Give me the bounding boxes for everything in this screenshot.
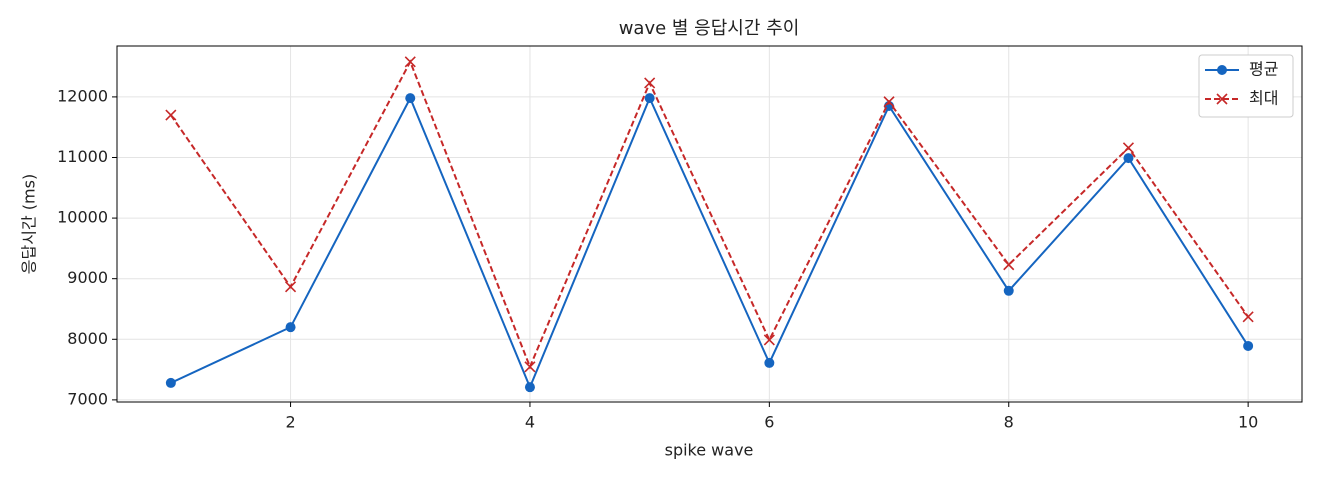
marker [1003, 259, 1015, 271]
legend-label: 평균 [1249, 60, 1278, 79]
y-tick-label: 10000 [57, 208, 108, 227]
y-tick-label: 12000 [57, 86, 108, 105]
marker [764, 357, 775, 368]
marker [1003, 285, 1014, 296]
x-tick-label: 10 [1238, 413, 1258, 432]
marker [1243, 340, 1254, 351]
y-tick-label: 7000 [67, 389, 108, 408]
marker [165, 377, 176, 388]
legend-marker [1216, 93, 1228, 105]
marker [405, 93, 416, 104]
chart-title: wave 별 응답시간 추이 [619, 18, 800, 39]
y-tick-label: 9000 [67, 268, 108, 287]
marker [285, 322, 296, 333]
marker [1123, 153, 1134, 164]
marker [284, 281, 297, 293]
marker [524, 361, 536, 373]
x-axis-label: spike wave [665, 441, 754, 460]
x-tick-label: 8 [1004, 413, 1014, 432]
marker [1242, 311, 1254, 323]
marker [644, 77, 656, 89]
y-tick-label: 11000 [57, 147, 108, 166]
marker [644, 93, 655, 104]
marker [524, 382, 535, 393]
x-tick-label: 6 [764, 413, 774, 432]
series-line [170, 95, 1249, 390]
plot-frame [116, 45, 1303, 403]
legend-marker [1217, 65, 1227, 75]
legend-label: 최대 [1249, 89, 1278, 108]
y-tick-label: 8000 [67, 329, 108, 348]
legend-box [1198, 54, 1294, 118]
marker [763, 334, 775, 346]
marker [883, 96, 895, 108]
marker [404, 56, 416, 68]
series-line [170, 59, 1249, 370]
x-tick-label: 4 [525, 413, 535, 432]
marker [165, 109, 177, 121]
x-tick-label: 2 [285, 413, 295, 432]
y-axis-label: 응답시간 (ms) [20, 174, 39, 274]
marker [1122, 142, 1135, 154]
